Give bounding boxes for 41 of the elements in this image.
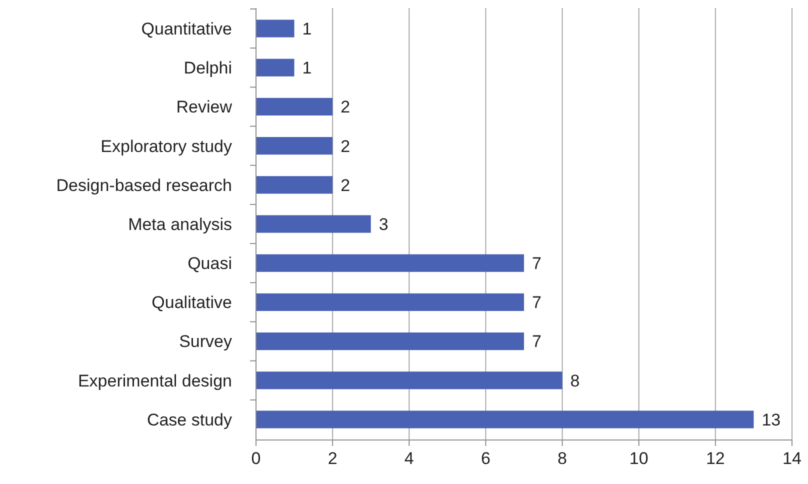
data-label: 13 <box>762 410 781 430</box>
data-label: 1 <box>302 58 312 78</box>
y-tick-label: Survey <box>179 332 232 352</box>
bar <box>256 293 524 311</box>
bar <box>256 137 333 155</box>
bar <box>256 98 333 116</box>
x-tick-label: 10 <box>629 449 648 468</box>
x-tick-label: 4 <box>404 449 414 468</box>
x-tick-label: 0 <box>251 449 261 468</box>
x-tick-label: 2 <box>328 449 338 468</box>
data-label: 7 <box>532 293 542 312</box>
data-label: 7 <box>532 332 542 352</box>
data-label: 2 <box>340 98 350 117</box>
y-tick-label: Experimental design <box>78 371 232 390</box>
x-tick-label: 12 <box>706 449 725 468</box>
y-tick-label: Review <box>176 98 233 117</box>
data-label: 7 <box>532 254 542 274</box>
bar <box>256 176 333 194</box>
x-tick-label: 14 <box>782 449 802 468</box>
y-tick-label: Case study <box>146 410 232 430</box>
bar <box>256 332 524 350</box>
x-tick-label: 8 <box>558 449 568 468</box>
bar <box>256 254 524 272</box>
data-label: 1 <box>302 19 312 38</box>
data-label: 8 <box>570 371 580 390</box>
data-label: 2 <box>340 176 350 195</box>
bar <box>256 410 754 428</box>
bar <box>256 372 562 390</box>
y-tick-label: Delphi <box>184 58 232 78</box>
y-tick-label: Qualitative <box>152 293 232 312</box>
data-label: 2 <box>340 136 350 156</box>
data-label: 3 <box>378 214 388 234</box>
x-tick-label: 6 <box>480 449 490 468</box>
y-tick-label: Design-based research <box>56 176 232 195</box>
y-tick-label: Quasi <box>188 254 232 274</box>
y-tick-label: Meta analysis <box>128 214 232 234</box>
y-tick-label: Exploratory study <box>100 136 232 156</box>
bar <box>256 20 294 38</box>
bar <box>256 215 371 233</box>
bar <box>256 58 294 76</box>
y-tick-label: Quantitative <box>141 19 232 38</box>
